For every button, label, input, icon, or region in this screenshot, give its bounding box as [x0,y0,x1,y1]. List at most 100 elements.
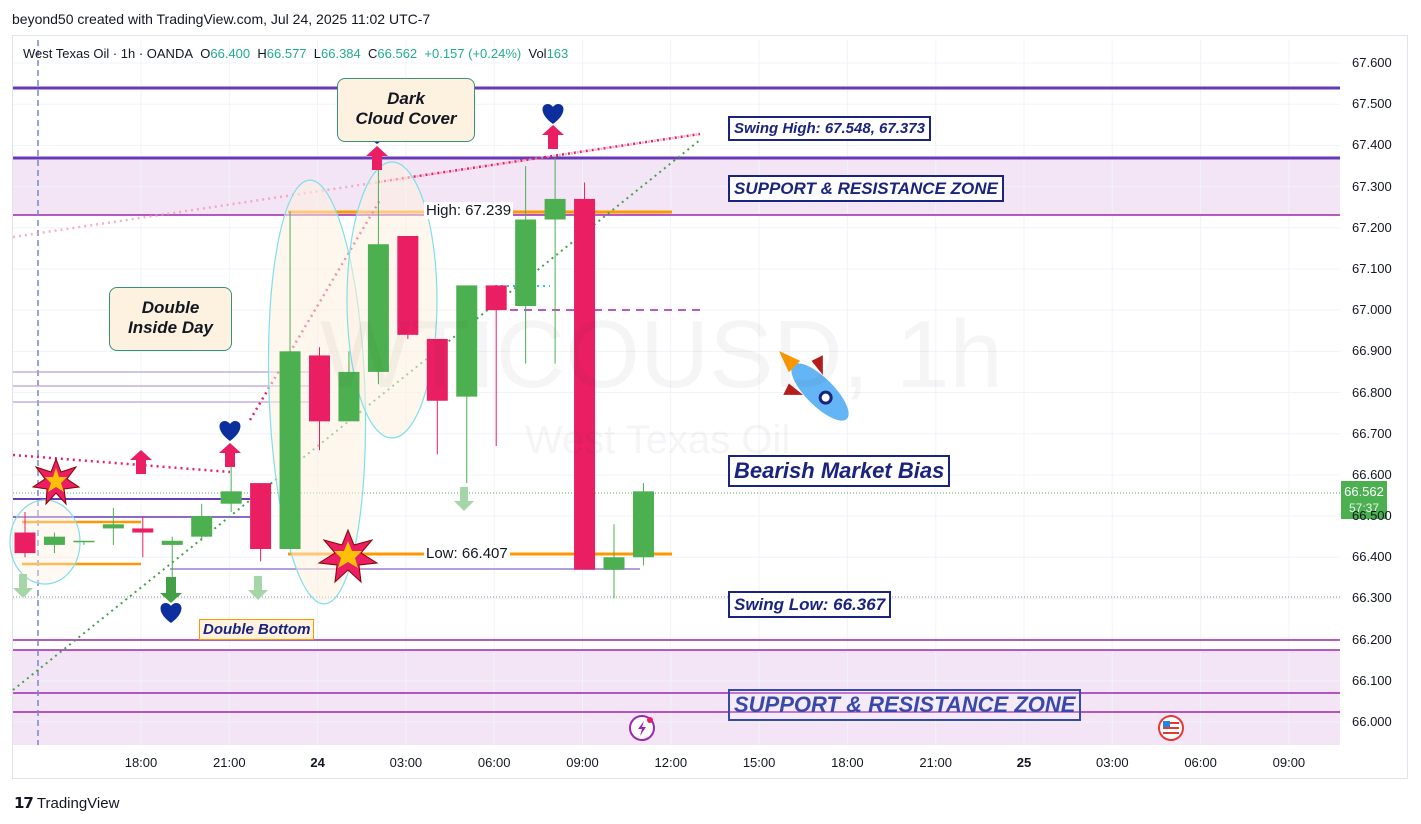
name-watermark: West Texas Oil [525,418,791,462]
bullish-candle [73,540,95,545]
high-value-label: High: 67.239 [424,202,514,219]
sr-zone-top-label[interactable]: SUPPORT & RESISTANCE ZONE [728,175,1004,202]
candle-body [73,540,95,543]
close-value: 66.562 [377,46,418,61]
double-inside-callout[interactable]: Double Inside Day [109,287,232,351]
dark-cloud-line-2: Cloud Cover [355,109,457,128]
pink-trendline [12,132,701,239]
up-arrow-icon [542,125,564,149]
candle-body [132,528,154,533]
sr-zone-bottom-band [13,650,1340,745]
bullish-candle [515,165,537,364]
down-arrow-icon [13,574,33,598]
price-tick-label: 66.900 [1352,343,1392,359]
explosion-icon-core [45,468,67,492]
open-value: 66.400 [210,46,251,61]
close-label: C [368,46,378,61]
volume-value: 163 [546,46,569,61]
dark-cloud-callout[interactable]: Dark Cloud Cover [337,78,475,142]
price-gridlines [13,40,1340,745]
time-tick-label: 06:00 [1184,755,1217,770]
price-tick-label: 66.600 [1352,466,1392,482]
double-inside-line-2: Inside Day [127,318,214,337]
ohlc-legend: West Texas Oil · 1h · OANDA O66.400 H66.… [23,46,568,61]
time-tick-label: 18:00 [124,755,158,770]
sr-zone-bottom-label[interactable]: SUPPORT & RESISTANCE ZONE [728,689,1082,721]
down-arrow-icon [248,576,268,600]
bearish-candle [14,511,36,558]
time-tick-label: 06:00 [477,755,511,770]
candle-body [397,235,419,335]
bullish-candle [456,285,478,484]
time-tick-label: 03:00 [1096,755,1129,770]
candlestick-series [14,157,654,599]
tradingview-brand[interactable]: 𝟭𝟳 TradingView [14,794,120,813]
high-value: 66.577 [266,46,307,61]
time-tick-label: 21:00 [919,755,952,770]
time-tick-label: 25 [1016,755,1032,770]
symbol-label[interactable]: West Texas Oil · 1h · OANDA [23,46,194,61]
rocket-icon [778,350,849,421]
bearish-candle [426,338,448,455]
candle-body [367,244,389,372]
down-arrow-icon [160,577,182,603]
bullish-candle [102,507,124,545]
pattern-markers [13,104,1184,741]
candle-body [309,355,330,422]
bullish-candle [338,351,360,422]
price-tick-label: 66.200 [1352,631,1392,647]
up-arrow-icon [366,146,388,170]
brand-name: TradingView [36,794,120,812]
price-tick-label: 67.500 [1352,96,1392,112]
bullish-candle [220,466,242,512]
ticker-watermark: WTICOUSD, 1h [320,301,1003,408]
price-tick-label: 66.500 [1352,508,1392,524]
open-label: O [200,46,211,61]
candle-body [191,516,213,537]
time-tick-label: 09:00 [566,755,599,770]
price-tick-label: 66.400 [1352,549,1392,565]
candle-body [426,338,448,401]
time-tick-label: 09:00 [1272,755,1306,770]
swing-high-label[interactable]: Swing High: 67.548, 67.373 [728,116,931,141]
price-tick-label: 66.100 [1352,672,1392,688]
low-value: 66.384 [321,46,361,61]
time-tick-label: 12:00 [654,755,688,770]
red-trendline-long [377,132,701,184]
lightning-icon [629,715,655,741]
candle-body [14,532,36,554]
price-tick-label: 67.400 [1352,137,1392,153]
candle-body [43,536,65,545]
bullish-candle [279,211,301,550]
volume-label: Vol [528,46,547,61]
bar-countdown: 57:37 [1348,501,1380,515]
candle-body [250,483,272,550]
chart-frame [12,35,1408,779]
price-tick-label: 67.600 [1352,55,1392,70]
high-label: H [257,46,267,61]
dark-cloud-line-1: Dark [387,89,425,108]
bearish-bias-label[interactable]: Bearish Market Bias [728,455,951,487]
bearish-candle [397,235,419,339]
price-tick-label: 67.300 [1352,178,1392,194]
bearish-candle [309,347,330,451]
current-price: 66.562 [1344,484,1384,499]
bearish-candle [485,285,507,447]
bullish-candle [43,532,65,554]
price-tick-label: 67.100 [1352,260,1392,276]
up-arrow-icon [130,450,152,474]
swing-low-label[interactable]: Swing Low: 66.367 [728,591,892,618]
us-flag-icon [1158,715,1184,741]
price-tick-label: 67.000 [1352,302,1392,318]
double-bottom-label[interactable]: Double Bottom [199,619,315,640]
low-value-label: Low: 66.407 [424,545,510,562]
bullish-candle [367,157,389,385]
candle-body [485,285,507,311]
candle-body [544,198,566,220]
candle-body [338,371,360,422]
price-tick-label: 66.000 [1352,714,1392,729]
time-tick-label: 15:00 [742,755,776,770]
double-inside-line-1: Double [141,298,200,317]
candle-body [603,557,625,570]
